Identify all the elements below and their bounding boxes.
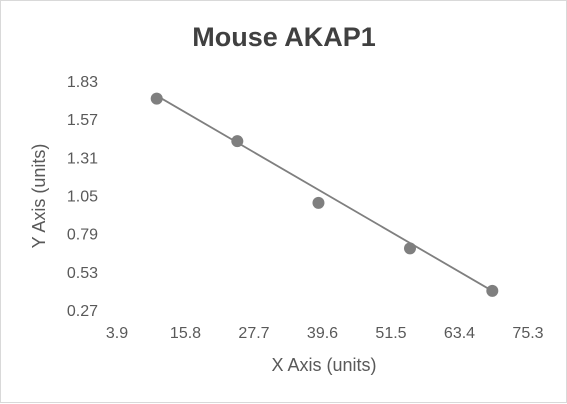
trendline-layer <box>156 94 493 292</box>
data-point <box>231 135 244 148</box>
y-tick-label: 1.57 <box>67 112 98 129</box>
x-axis-ticks: 3.9 15.8 27.7 39.6 51.5 63.4 75.3 <box>106 325 544 342</box>
y-axis-ticks: 0.27 0.53 0.79 1.05 1.31 1.57 1.83 <box>67 74 98 320</box>
x-tick-label: 39.6 <box>307 325 338 342</box>
y-axis-label: Y Axis (units) <box>29 144 49 249</box>
y-tick-label: 1.05 <box>67 189 98 206</box>
x-tick-label: 27.7 <box>238 325 269 342</box>
y-tick-label: 0.27 <box>67 303 98 320</box>
y-tick-label: 0.79 <box>67 227 98 244</box>
x-tick-label: 3.9 <box>106 325 128 342</box>
y-tick-label: 1.83 <box>67 74 98 91</box>
x-tick-label: 75.3 <box>512 325 543 342</box>
data-points <box>150 92 499 297</box>
y-tick-label: 1.31 <box>67 150 98 167</box>
data-point <box>486 284 499 297</box>
x-tick-label: 15.8 <box>170 325 201 342</box>
data-point <box>312 196 325 209</box>
x-axis-label: X Axis (units) <box>271 355 376 375</box>
chart-title: Mouse AKAP1 <box>192 22 376 52</box>
y-tick-label: 0.53 <box>67 265 98 282</box>
x-tick-label: 51.5 <box>375 325 406 342</box>
data-point <box>403 242 416 255</box>
data-point <box>150 92 163 105</box>
x-tick-label: 63.4 <box>444 325 475 342</box>
trendline <box>156 94 493 292</box>
